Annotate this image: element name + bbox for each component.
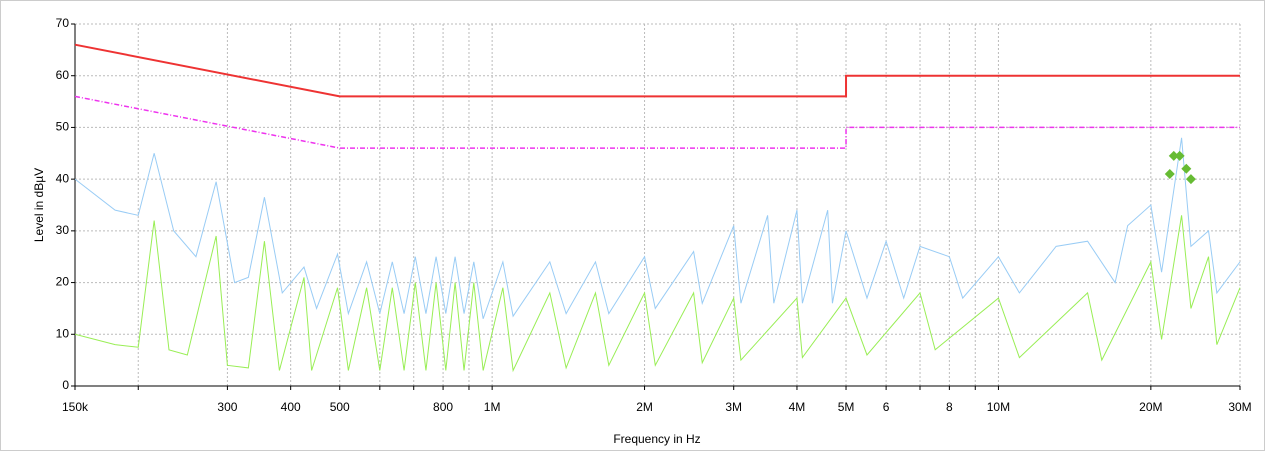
x-tick-label: 150k <box>62 400 89 414</box>
y-tick-label: 0 <box>62 378 69 392</box>
y-tick-label: 70 <box>56 16 70 30</box>
series-line <box>74 137 1241 319</box>
x-tick-label: 2M <box>636 400 653 414</box>
x-axis-label: Frequency in Hz <box>613 432 700 446</box>
marker <box>1181 163 1192 174</box>
x-tick-label: 300 <box>217 400 237 414</box>
y-tick-label: 30 <box>56 223 70 237</box>
x-tick-label: 3M <box>725 400 742 414</box>
y-tick-label: 20 <box>56 275 70 289</box>
marker <box>1185 174 1196 185</box>
series-line <box>74 43 1240 98</box>
x-tick-label: 30M <box>1228 400 1251 414</box>
y-axis-label: Level in dBµV <box>32 168 46 242</box>
x-tick-label: 800 <box>433 400 453 414</box>
x-tick-label: 400 <box>281 400 301 414</box>
y-tick-label: 50 <box>56 120 70 134</box>
y-tick-label: 40 <box>56 171 70 185</box>
y-tick-label: 10 <box>56 326 70 340</box>
x-tick-label: 6 <box>883 400 890 414</box>
x-tick-label: 4M <box>789 400 806 414</box>
x-tick-label: 500 <box>330 400 350 414</box>
series-line <box>74 215 1241 373</box>
marker <box>1168 150 1179 161</box>
x-tick-label: 10M <box>987 400 1010 414</box>
marker <box>1174 150 1185 161</box>
x-tick-label: 8 <box>946 400 953 414</box>
x-tick-label: 20M <box>1139 400 1162 414</box>
y-tick-label: 60 <box>56 68 70 82</box>
x-tick-label: 1M <box>484 400 501 414</box>
marker <box>1164 168 1175 179</box>
x-tick-label: 5M <box>838 400 855 414</box>
